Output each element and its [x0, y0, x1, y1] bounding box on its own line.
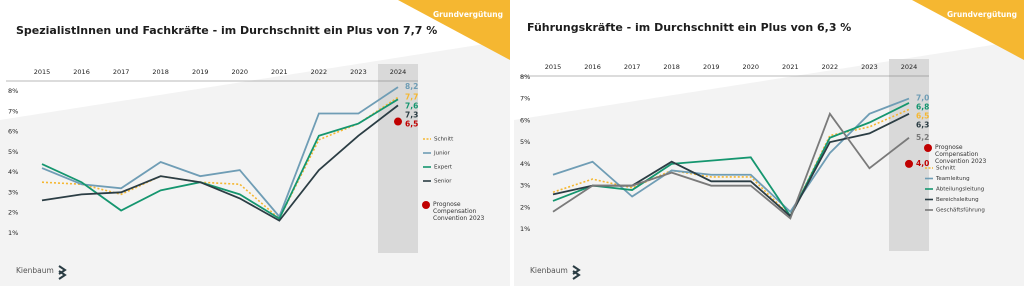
legend-prognosis: Prognose Compensation Convention 2023 [433, 201, 485, 222]
series-line [41, 86, 399, 219]
slide-decoration [514, 0, 1024, 120]
end-value-label: 8,2 [405, 82, 418, 91]
legend-label: Schnitt [434, 137, 454, 143]
legend-label: Prognose Compensation Convention 2023 [935, 144, 987, 165]
x-tick-label: 2024 [390, 68, 407, 76]
end-value-label: 7,6 [405, 101, 418, 110]
y-tick-label: 1% [520, 225, 530, 233]
end-value-label: 7,7 [405, 92, 418, 101]
x-tick-label: 2021 [271, 68, 288, 76]
x-tick-label: 2020 [232, 68, 249, 76]
y-tick-label: 2% [520, 203, 530, 211]
legend-label: Abteilungsleitung [936, 187, 984, 193]
end-value-label: 6,8 [916, 103, 929, 112]
y-tick-label: 1% [8, 229, 18, 237]
badge-shape [912, 0, 1024, 60]
legend-prognosis-swatch [422, 201, 430, 209]
legend-label: Teamleitung [935, 176, 970, 182]
legend-label: Geschäftsführung [936, 208, 985, 214]
x-tick-label: 2017 [113, 68, 130, 76]
x-tick-label: 2020 [743, 63, 760, 71]
x-tick-label: 2022 [311, 68, 328, 76]
footer-brand: Kienbaum [16, 266, 54, 275]
legend-label: Schnitt [936, 166, 956, 172]
y-tick-label: 6% [8, 128, 18, 136]
end-value-label: 6,5 [916, 112, 929, 121]
x-tick-label: 2023 [861, 63, 878, 71]
end-value-label: 6,3 [916, 121, 929, 130]
y-tick-label: 5% [8, 148, 18, 156]
y-tick-label: 4% [8, 168, 18, 176]
legend-label: Expert [434, 165, 453, 171]
end-value-label: 7,0 [916, 94, 929, 103]
logo [572, 265, 581, 280]
end-value-label: 5,2 [916, 133, 929, 142]
x-tick-label: 2022 [822, 63, 839, 71]
series-line [552, 111, 910, 220]
y-tick-label: 7% [520, 95, 530, 103]
badge-shape [398, 0, 510, 60]
y-tick-label: 7% [8, 107, 18, 115]
end-value-label: 6,5 [405, 119, 418, 128]
prognosis-point [905, 159, 913, 168]
prognosis-point [394, 117, 402, 126]
y-tick-label: 2% [8, 209, 18, 217]
end-value-label: 4,0 [916, 159, 929, 168]
series-line [552, 97, 910, 214]
x-tick-label: 2018 [152, 68, 169, 76]
logo [58, 265, 67, 280]
series-line [41, 96, 399, 220]
x-tick-label: 2019 [192, 68, 209, 76]
chart-title: Führungskräfte - im Durchschnitt ein Plu… [527, 21, 851, 34]
y-tick-label: 3% [8, 188, 18, 196]
highlight-column [889, 59, 929, 251]
x-tick-label: 2019 [703, 63, 720, 71]
end-value-label: 7,3 [405, 110, 418, 119]
x-tick-label: 2016 [73, 68, 90, 76]
badge-label: Grundvergütung [433, 10, 503, 19]
series-line [41, 104, 399, 222]
y-tick-label: 8% [8, 87, 18, 95]
legend-label: Prognose Compensation Convention 2023 [433, 201, 485, 222]
slide-decoration [0, 0, 510, 120]
y-tick-label: 6% [520, 116, 530, 124]
series-line [41, 98, 399, 220]
footer-brand: Kienbaum [530, 266, 568, 275]
y-tick-label: 4% [520, 160, 530, 168]
chart-title: SpezialistInnen und Fachkräfte - im Durc… [16, 24, 437, 37]
legend-label: Bereichsleitung [936, 197, 979, 203]
legend-label: Senior [434, 179, 452, 185]
badge-label: Grundvergütung [947, 10, 1017, 19]
x-tick-label: 2023 [350, 68, 367, 76]
series-line [552, 108, 910, 218]
x-tick-label: 2024 [901, 63, 918, 71]
series-line [552, 102, 910, 218]
x-tick-label: 2021 [782, 63, 799, 71]
x-tick-label: 2017 [624, 63, 641, 71]
x-tick-label: 2015 [545, 63, 562, 71]
x-tick-label: 2018 [663, 63, 680, 71]
x-tick-label: 2016 [584, 63, 601, 71]
y-tick-label: 3% [520, 182, 530, 190]
y-tick-label: 5% [520, 138, 530, 146]
y-tick-label: 8% [520, 73, 530, 81]
x-tick-label: 2015 [34, 68, 51, 76]
legend-label: Junior [433, 151, 450, 157]
legend-prognosis: Prognose Compensation Convention 2023 [935, 144, 987, 165]
legend-prognosis-swatch [924, 144, 932, 152]
